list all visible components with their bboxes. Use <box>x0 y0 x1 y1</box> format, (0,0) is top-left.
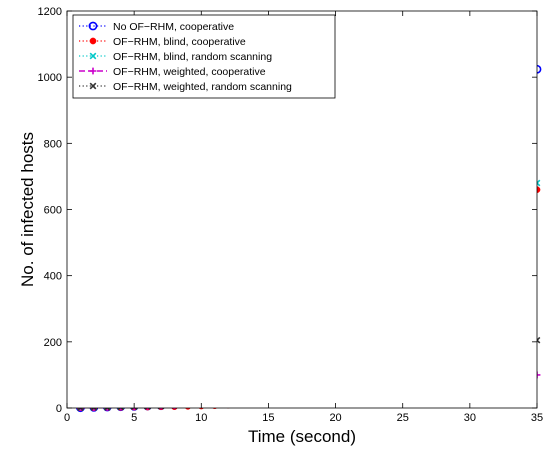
legend-label: OF−RHM, weighted, cooperative <box>113 66 266 78</box>
y-tick-label: 200 <box>44 337 62 349</box>
legend-item: OF−RHM, blind, random scanning <box>79 51 272 63</box>
legend-marker-swatch <box>89 37 97 45</box>
x-tick-label: 15 <box>262 412 274 424</box>
x-tick-label: 5 <box>131 412 137 424</box>
x-tick-label: 20 <box>329 412 341 424</box>
y-tick-label: 1000 <box>38 72 62 84</box>
y-tick-label: 1200 <box>38 6 62 18</box>
y-tick-label: 800 <box>44 138 62 150</box>
y-tick-label: 400 <box>44 271 62 283</box>
y-tick-label: 0 <box>56 403 62 415</box>
x-tick-label: 30 <box>464 412 476 424</box>
y-axis-label: No. of infected hosts <box>18 132 37 287</box>
legend-label: No OF−RHM, cooperative <box>113 21 234 33</box>
legend-item: OF−RHM, blind, cooperative <box>79 36 246 48</box>
legend-item: OF−RHM, weighted, random scanning <box>79 81 292 93</box>
legend-item: OF−RHM, weighted, cooperative <box>79 66 266 78</box>
legend-item: No OF−RHM, cooperative <box>79 21 234 33</box>
y-tick-label: 600 <box>44 205 62 217</box>
legend-marker-swatch <box>89 67 97 75</box>
x-tick-label: 25 <box>397 412 409 424</box>
legend-marker-swatch <box>89 52 97 60</box>
x-tick-label: 0 <box>64 412 70 424</box>
legend: No OF−RHM, cooperative OF−RHM, blind, coo… <box>72 14 336 99</box>
legend-marker-swatch <box>88 21 98 31</box>
legend-label: OF−RHM, blind, random scanning <box>113 51 272 63</box>
legend-marker-swatch <box>89 82 97 90</box>
legend-label: OF−RHM, weighted, random scanning <box>113 81 292 93</box>
x-axis-label: Time (second) <box>248 427 356 446</box>
x-tick-label: 10 <box>195 412 207 424</box>
legend-label: OF−RHM, blind, cooperative <box>113 36 246 48</box>
tick-labels: 0 5 10 15 20 25 30 35 0 200 400 600 800 1000 1200 <box>38 6 544 424</box>
x-tick-label: 35 <box>531 412 543 424</box>
legend-box <box>72 14 336 99</box>
